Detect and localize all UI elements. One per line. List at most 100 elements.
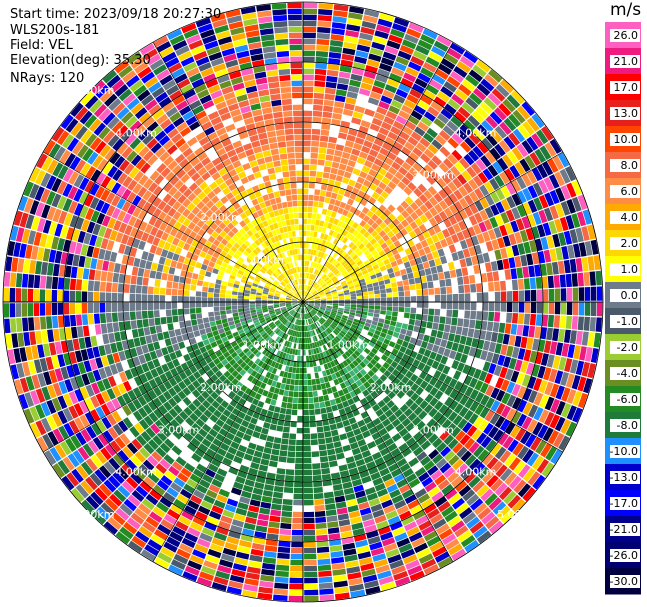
- velocity-gate: [424, 267, 432, 276]
- velocity-gate: [460, 353, 468, 364]
- velocity-gate: [255, 304, 262, 307]
- velocity-gate: [245, 447, 255, 456]
- velocity-gate: [390, 99, 403, 110]
- velocity-gate: [473, 368, 482, 380]
- velocity-gate: [267, 391, 274, 399]
- velocity-gate: [332, 321, 338, 327]
- velocity-gate: [384, 409, 394, 418]
- velocity-gate: [338, 188, 346, 196]
- velocity-gate: [566, 302, 573, 315]
- velocity-gate: [290, 379, 295, 385]
- velocity-gate: [392, 331, 400, 338]
- velocity-gate: [492, 161, 504, 174]
- velocity-gate: [469, 458, 481, 471]
- velocity-gate: [504, 323, 512, 334]
- velocity-gate: [419, 400, 429, 410]
- velocity-gate: [260, 574, 275, 582]
- velocity-gate: [392, 265, 400, 272]
- velocity-gate: [147, 455, 159, 467]
- velocity-gate: [388, 463, 399, 473]
- velocity-gate: [346, 134, 356, 143]
- velocity-gate: [196, 484, 208, 494]
- velocity-gate: [517, 243, 526, 255]
- velocity-gate: [511, 312, 519, 324]
- velocity-gate: [590, 239, 599, 255]
- velocity-gate: [304, 571, 318, 578]
- velocity-gate: [427, 185, 438, 196]
- velocity-gate: [372, 264, 380, 270]
- velocity-gate: [63, 290, 70, 302]
- velocity-gate: [388, 105, 400, 115]
- velocity-gate: [326, 442, 335, 450]
- velocity-gate: [163, 491, 176, 503]
- velocity-gate: [314, 305, 320, 308]
- velocity-gate: [447, 47, 462, 60]
- velocity-gate: [375, 378, 384, 386]
- velocity-gate: [34, 186, 45, 201]
- velocity-gate: [135, 285, 142, 294]
- velocity-gate: [109, 363, 119, 375]
- velocity-gate: [335, 272, 342, 278]
- velocity-gate: [250, 326, 257, 332]
- velocity-gate: [323, 99, 334, 107]
- velocity-gate: [333, 101, 345, 109]
- velocity-gate: [332, 296, 339, 299]
- velocity-gate: [352, 229, 359, 237]
- velocity-gate: [370, 274, 377, 280]
- velocity-gate: [257, 400, 265, 408]
- velocity-gate: [361, 449, 372, 459]
- velocity-gate: [365, 394, 374, 402]
- velocity-gate: [279, 407, 287, 415]
- velocity-gate: [432, 322, 439, 331]
- velocity-gate: [486, 272, 494, 282]
- velocity-gate: [434, 257, 442, 266]
- velocity-gate: [364, 9, 380, 18]
- velocity-gate: [484, 194, 495, 206]
- velocity-gate: [100, 403, 111, 416]
- velocity-gate: [148, 318, 155, 327]
- velocity-gate: [47, 384, 57, 399]
- velocity-gate: [53, 328, 61, 342]
- velocity-gate: [406, 94, 419, 105]
- velocity-gate: [307, 285, 311, 292]
- velocity-gate: [99, 302, 106, 313]
- velocity-gate: [226, 309, 232, 315]
- velocity-gate: [295, 373, 300, 380]
- velocity-gate: [269, 423, 277, 431]
- velocity-gate: [474, 391, 485, 403]
- velocity-gate: [134, 422, 145, 434]
- velocity-gate: [281, 309, 287, 313]
- velocity-gate: [284, 475, 294, 482]
- velocity-gate: [325, 228, 331, 235]
- velocity-gate: [452, 309, 459, 318]
- velocity-gate: [73, 174, 85, 188]
- velocity-gate: [391, 176, 401, 186]
- velocity-gate: [318, 576, 333, 583]
- velocity-gate: [325, 154, 334, 162]
- velocity-gate: [565, 373, 575, 388]
- velocity-gate: [100, 323, 108, 334]
- velocity-gate: [465, 355, 474, 366]
- velocity-gate: [469, 92, 483, 106]
- velocity-gate: [483, 422, 494, 435]
- velocity-gate: [371, 366, 379, 374]
- velocity-gate: [548, 368, 558, 383]
- velocity-gate: [367, 218, 375, 226]
- velocity-gate: [309, 311, 314, 317]
- velocity-gate: [440, 108, 453, 120]
- velocity-gate: [52, 315, 59, 329]
- velocity-gate: [337, 389, 345, 397]
- velocity-gate: [219, 462, 230, 472]
- velocity-gate: [369, 91, 382, 101]
- velocity-gate: [525, 362, 535, 376]
- velocity-gate: [313, 275, 318, 282]
- velocity-gate: [303, 290, 306, 297]
- velocity-gate: [301, 313, 303, 320]
- velocity-gate: [412, 162, 423, 173]
- velocity-gate: [93, 302, 100, 313]
- velocity-gate: [312, 262, 316, 268]
- velocity-gate: [346, 280, 353, 285]
- velocity-gate: [172, 281, 179, 289]
- velocity-gate: [401, 323, 409, 330]
- velocity-gate: [320, 282, 326, 287]
